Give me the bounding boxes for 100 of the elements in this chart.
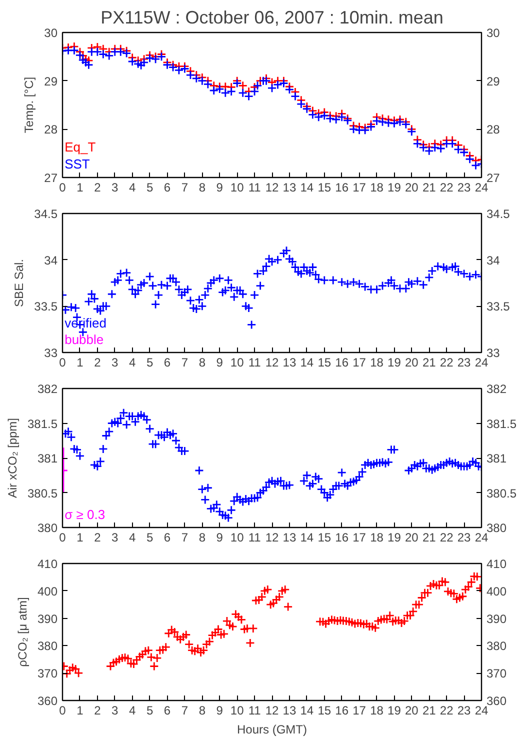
x-tick-label: 12 bbox=[265, 530, 279, 544]
y2-tick-label: 27 bbox=[486, 171, 500, 185]
x-tick-label: 23 bbox=[457, 356, 472, 370]
x-tick-label: 4 bbox=[128, 356, 136, 370]
x-tick-label: 3 bbox=[112, 356, 119, 370]
x-tick-label: 2 bbox=[94, 704, 102, 718]
x-tick-label: 8 bbox=[198, 180, 206, 194]
x-tick-label: 2 bbox=[94, 356, 102, 370]
y-tick-label: 27 bbox=[44, 171, 58, 185]
y2-tick-label: 381 bbox=[486, 452, 507, 466]
y2-tick-label: 28 bbox=[486, 122, 500, 137]
x-tick-label: 18 bbox=[370, 704, 384, 718]
text: Eq_T bbox=[64, 139, 96, 154]
y-tick-label: 360 bbox=[37, 694, 58, 708]
y-tick-label: 28 bbox=[44, 122, 58, 137]
x-tick-label: 6 bbox=[164, 530, 171, 544]
x-tick-label: 5 bbox=[146, 530, 154, 544]
x-tick-label: 20 bbox=[404, 530, 419, 544]
x-tick-label: 13 bbox=[282, 704, 296, 718]
x-tick-label: 15 bbox=[318, 356, 332, 370]
y-tick-label: 33 bbox=[44, 346, 58, 360]
x-tick-label: 16 bbox=[335, 704, 349, 718]
y2-tick-label: 370 bbox=[486, 666, 507, 681]
x-tick-label: 4 bbox=[128, 180, 136, 194]
y-tick-label: 380 bbox=[37, 639, 58, 654]
x-tick-label: 3 bbox=[112, 530, 119, 544]
y2-tick-label: 381.5 bbox=[486, 416, 517, 431]
x-tick-label: 18 bbox=[370, 180, 384, 194]
x-tick-label: 21 bbox=[422, 530, 436, 544]
y-tick-label: 34.5 bbox=[34, 207, 58, 221]
x-tick-label: 21 bbox=[422, 180, 436, 194]
x-tick-label: 12 bbox=[265, 180, 279, 194]
x-tick-label: 1 bbox=[76, 180, 84, 194]
text: SST bbox=[64, 156, 90, 172]
y-tick-label: 30 bbox=[44, 26, 58, 40]
y2-tick-label: 34 bbox=[486, 253, 500, 268]
y-tick-label: 400 bbox=[37, 584, 58, 598]
x-tick-label: 5 bbox=[146, 356, 154, 370]
x-tick-label: 2 bbox=[94, 530, 102, 544]
x-tick-label: 6 bbox=[164, 180, 171, 194]
y2-tick-label: 30 bbox=[486, 26, 500, 40]
x-tick-label: 12 bbox=[265, 356, 279, 370]
x-tick-label: 0 bbox=[59, 704, 66, 718]
y-tick-label: 381 bbox=[37, 452, 58, 466]
x-tick-label: 17 bbox=[352, 704, 366, 718]
x-tick-label: 1 bbox=[76, 356, 84, 370]
x-tick-label: 3 bbox=[112, 704, 119, 718]
legend-label: bubble bbox=[64, 332, 104, 347]
y2-tick-label: 33.5 bbox=[486, 300, 510, 314]
x-tick-label: 20 bbox=[404, 704, 419, 718]
y-tick-label: 390 bbox=[37, 612, 58, 626]
x-tick-label: 11 bbox=[248, 530, 262, 544]
x-tick-label: 19 bbox=[388, 180, 402, 194]
x-tick-label: 4 bbox=[128, 530, 136, 544]
y2-tick-label: 380.5 bbox=[486, 486, 517, 500]
x-tick-label: 8 bbox=[198, 530, 206, 544]
x-tick-label: 22 bbox=[440, 530, 454, 544]
x-tick-label: 9 bbox=[216, 180, 224, 194]
x-tick-label: 10 bbox=[230, 530, 244, 544]
x-tick-label: 21 bbox=[422, 356, 436, 370]
x-tick-label: 19 bbox=[388, 356, 402, 370]
y-axis-title: Air xCO₂ [ppm] bbox=[5, 418, 20, 498]
x-tick-label: 7 bbox=[181, 704, 188, 718]
x-tick-label: 6 bbox=[164, 356, 171, 370]
x-tick-label: 16 bbox=[335, 530, 349, 544]
x-tick-label: 12 bbox=[265, 704, 279, 718]
x-tick-label: 0 bbox=[59, 530, 66, 544]
y-tick-label: 33.5 bbox=[34, 300, 58, 314]
y-tick-label: 410 bbox=[37, 557, 58, 571]
x-tick-label: 17 bbox=[352, 356, 366, 370]
x-tick-label: 16 bbox=[335, 356, 349, 370]
x-tick-label: 5 bbox=[146, 180, 154, 194]
chart-title: PX115W : October 06, 2007 : 10min. mean bbox=[100, 8, 444, 28]
x-tick-label: 13 bbox=[282, 530, 296, 544]
x-tick-label: 14 bbox=[300, 356, 314, 370]
x-tick-label: 20 bbox=[404, 180, 419, 194]
y-tick-label: 380 bbox=[37, 521, 58, 535]
x-tick-label: 22 bbox=[440, 704, 454, 718]
x-tick-label: 15 bbox=[318, 530, 332, 544]
x-tick-label: 23 bbox=[457, 530, 472, 544]
y-tick-label: 29 bbox=[44, 74, 58, 88]
x-tick-label: 8 bbox=[198, 356, 206, 370]
x-tick-label: 24 bbox=[474, 356, 488, 370]
x-tick-label: 1 bbox=[76, 530, 84, 544]
x-tick-label: 20 bbox=[404, 356, 419, 370]
y-tick-label: 382 bbox=[37, 382, 58, 396]
x-tick-label: 0 bbox=[59, 180, 66, 194]
x-tick-label: 10 bbox=[230, 180, 244, 194]
x-tick-label: 11 bbox=[248, 180, 262, 194]
y2-tick-label: 382 bbox=[486, 382, 507, 396]
x-tick-label: 0 bbox=[59, 356, 66, 370]
x-axis-title: Hours (GMT) bbox=[237, 722, 307, 736]
y2-tick-label: 380 bbox=[486, 521, 507, 535]
x-tick-label: 16 bbox=[335, 180, 349, 194]
x-tick-label: 9 bbox=[216, 704, 224, 718]
x-tick-label: 22 bbox=[440, 180, 454, 194]
y-axis-title: Temp. [°C] bbox=[22, 76, 36, 134]
x-tick-label: 17 bbox=[352, 180, 366, 194]
x-tick-label: 18 bbox=[370, 530, 384, 544]
y-axis-title: SBE Sal. bbox=[12, 258, 26, 308]
